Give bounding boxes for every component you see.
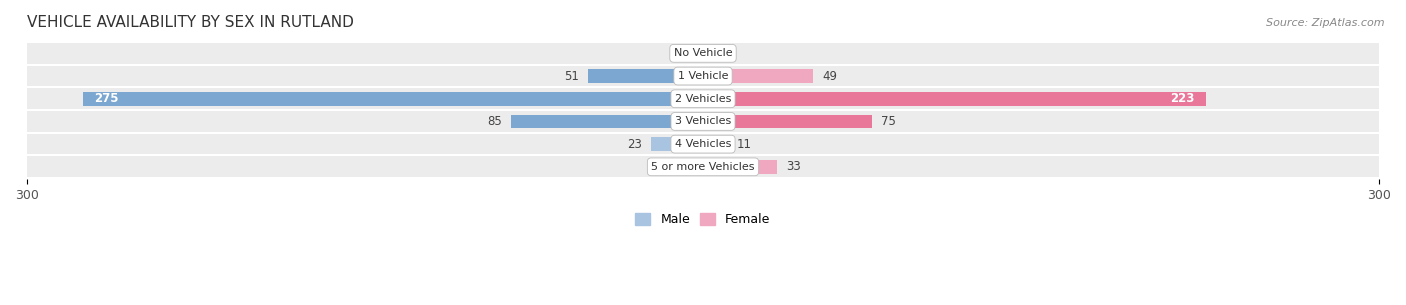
Bar — [678, 160, 703, 174]
Text: 23: 23 — [627, 138, 643, 151]
Bar — [27, 65, 1379, 88]
Text: 33: 33 — [786, 160, 801, 173]
Bar — [27, 156, 1379, 178]
Text: 3 Vehicles: 3 Vehicles — [675, 117, 731, 127]
Bar — [27, 110, 1379, 133]
Bar — [512, 115, 703, 128]
Bar — [83, 92, 703, 106]
Bar — [703, 92, 1205, 106]
Text: 11: 11 — [654, 160, 669, 173]
Bar — [651, 137, 703, 151]
Bar — [703, 115, 872, 128]
Bar — [27, 88, 1379, 110]
Text: 1 Vehicle: 1 Vehicle — [678, 71, 728, 81]
Bar — [703, 137, 728, 151]
Bar — [588, 69, 703, 83]
Text: 49: 49 — [823, 70, 838, 83]
Text: 11: 11 — [737, 138, 752, 151]
Text: 223: 223 — [1170, 92, 1194, 105]
Bar — [703, 160, 778, 174]
Text: 0: 0 — [711, 47, 720, 60]
Text: 275: 275 — [94, 92, 120, 105]
Text: No Vehicle: No Vehicle — [673, 48, 733, 58]
Text: 75: 75 — [882, 115, 896, 128]
Text: 51: 51 — [564, 70, 579, 83]
Legend: Male, Female: Male, Female — [630, 208, 776, 231]
Text: 0: 0 — [686, 47, 695, 60]
Text: 2 Vehicles: 2 Vehicles — [675, 94, 731, 104]
Text: Source: ZipAtlas.com: Source: ZipAtlas.com — [1267, 18, 1385, 28]
Text: VEHICLE AVAILABILITY BY SEX IN RUTLAND: VEHICLE AVAILABILITY BY SEX IN RUTLAND — [27, 15, 354, 30]
Bar — [703, 69, 814, 83]
Bar — [27, 133, 1379, 156]
Text: 5 or more Vehicles: 5 or more Vehicles — [651, 162, 755, 172]
Bar — [27, 42, 1379, 65]
Text: 85: 85 — [488, 115, 502, 128]
Text: 4 Vehicles: 4 Vehicles — [675, 139, 731, 149]
